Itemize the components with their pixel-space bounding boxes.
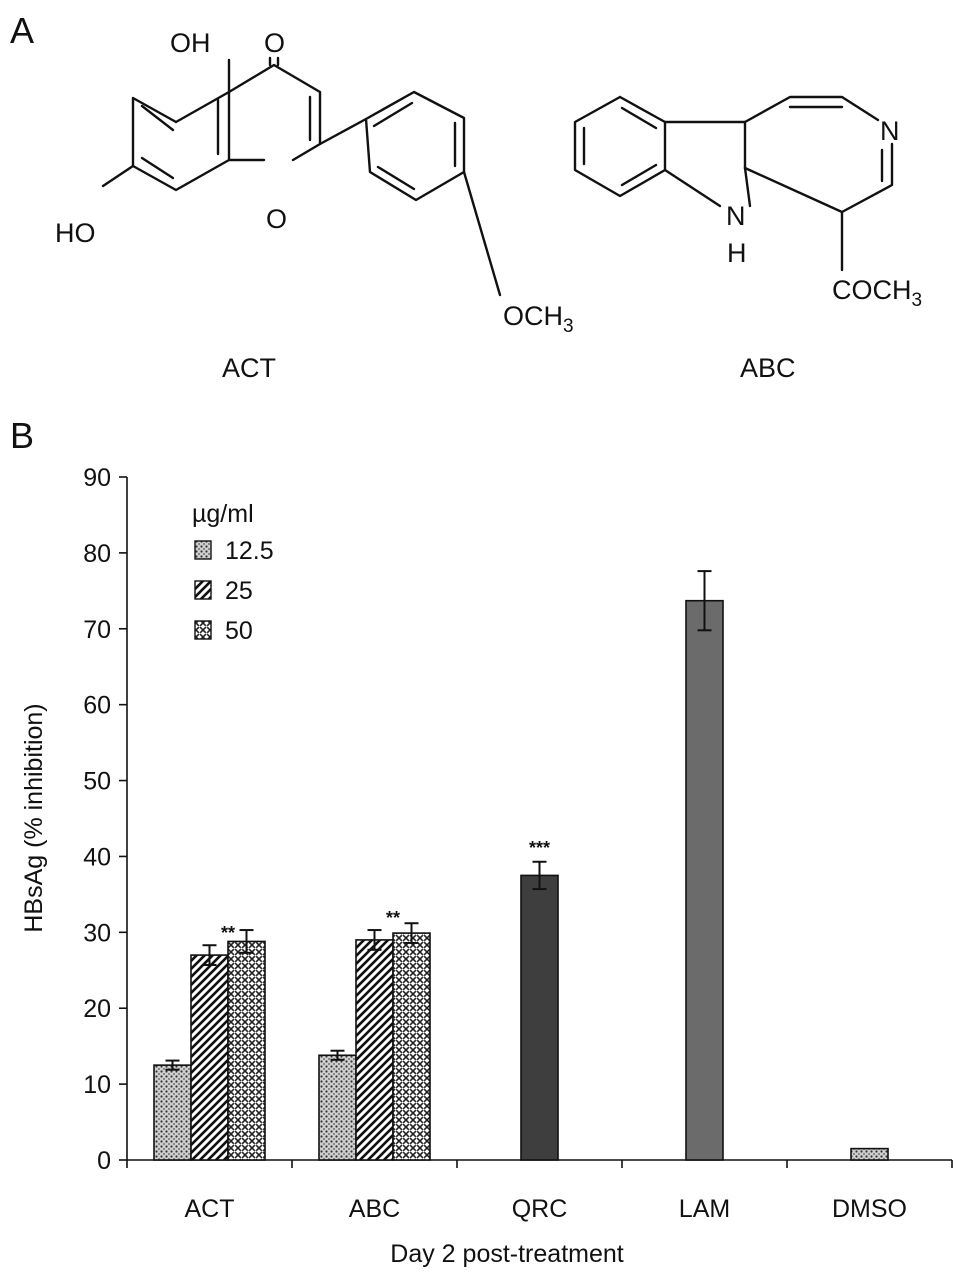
act-oh-top: OH — [170, 28, 211, 58]
act-ring-a — [131, 90, 231, 192]
bars — [153, 599, 889, 1161]
y-tick-label: 0 — [97, 1147, 111, 1175]
significance-mark: *** — [529, 838, 550, 858]
act-structure — [101, 56, 502, 297]
y-tick-label: 50 — [83, 768, 111, 796]
bar-dmso — [850, 1147, 889, 1161]
y-tick-label: 40 — [83, 843, 111, 871]
act-ring-o: O — [266, 204, 287, 234]
abc-nitrogen: N — [880, 116, 900, 146]
act-methoxy-main: OCH — [503, 301, 563, 331]
y-tick-label: 70 — [83, 616, 111, 644]
legend-label: 12.5 — [225, 537, 274, 565]
act-carbonyl-o: O — [264, 28, 285, 58]
category-label: LAM — [679, 1195, 730, 1223]
category-label: ACT — [185, 1195, 235, 1223]
y-tick-label: 10 — [83, 1071, 111, 1099]
bar-lam — [685, 599, 724, 1161]
legend-swatch — [194, 540, 212, 560]
legend-title: µg/ml — [192, 500, 254, 528]
abc-nh-h: H — [727, 238, 747, 268]
bar-abc-50 — [392, 932, 431, 1161]
y-tick-label: 90 — [83, 464, 111, 492]
x-axis-title: Day 2 post-treatment — [390, 1240, 623, 1268]
category-label: DMSO — [832, 1195, 907, 1223]
bar-qrc — [520, 874, 559, 1161]
category-label: QRC — [512, 1195, 568, 1223]
abc-nh-n: N — [726, 201, 746, 231]
y-tick-label: 80 — [83, 540, 111, 568]
abc-compound-label: ABC — [740, 353, 796, 383]
y-ticks: 0 10 20 30 40 50 60 70 80 90 — [83, 464, 127, 1175]
act-methoxy: OCH3 — [503, 301, 574, 337]
legend: µg/ml 12.5 25 50 — [192, 500, 274, 645]
category-label: ABC — [349, 1195, 400, 1223]
act-methoxy-sub: 3 — [563, 316, 574, 337]
significance-mark: ** — [221, 923, 235, 943]
bar-abc-25 — [355, 939, 394, 1161]
y-axis-title: HBsAg (% inhibition) — [20, 703, 48, 932]
significance-marks: ******* — [221, 838, 550, 943]
bar-act-25 — [190, 954, 229, 1161]
error-bars — [165, 570, 712, 1071]
abc-acetyl-sub: 3 — [912, 290, 923, 311]
y-tick-label: 60 — [83, 692, 111, 720]
panel-b-label: B — [10, 415, 34, 456]
legend-swatch — [194, 620, 212, 640]
act-ho-left: HO — [55, 218, 96, 248]
abc-acetyl-main: COCH — [832, 275, 912, 305]
y-tick-label: 30 — [83, 919, 111, 947]
y-tick-label: 20 — [83, 995, 111, 1023]
abc-acetyl: COCH3 — [832, 275, 922, 311]
x-ticks: ACT ABC QRC LAM DMSO — [126, 1160, 953, 1223]
legend-swatch — [194, 580, 212, 600]
bar-abc-12.5 — [318, 1054, 357, 1161]
bar-act-12.5 — [153, 1064, 192, 1161]
abc-structure — [573, 95, 894, 272]
act-compound-label: ACT — [222, 353, 276, 383]
legend-label: 25 — [225, 577, 253, 605]
legend-label: 50 — [225, 617, 253, 645]
panel-a-label: A — [10, 10, 34, 51]
bar-act-50 — [227, 940, 266, 1161]
significance-mark: ** — [386, 908, 400, 928]
